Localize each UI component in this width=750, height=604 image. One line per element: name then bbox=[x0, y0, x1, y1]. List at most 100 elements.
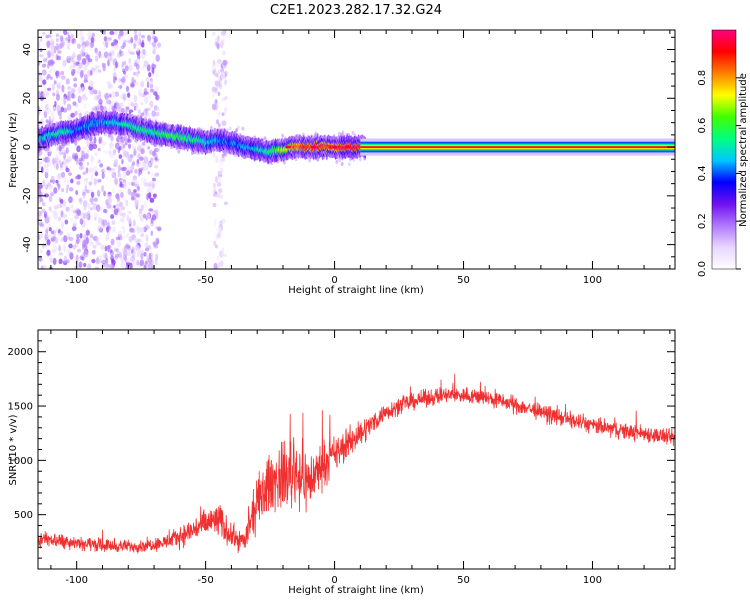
spectrogram-noise-cell bbox=[85, 167, 89, 174]
spectrogram-noise-cell bbox=[38, 261, 41, 268]
spectrogram-noise-cell bbox=[125, 85, 130, 93]
snr-x-tick-label: 100 bbox=[583, 575, 602, 586]
spectrogram-noise-cell bbox=[81, 150, 86, 156]
spectrogram-noise-cell bbox=[91, 107, 95, 112]
spectrogram-noise-cell bbox=[115, 203, 120, 208]
spectrogram-noise-cell bbox=[102, 63, 106, 72]
spectrogram-noise-cell bbox=[66, 57, 71, 63]
spectrogram-noise-cell bbox=[74, 260, 78, 265]
spectrogram-noise-cell bbox=[94, 55, 99, 62]
spectrogram-noise-cell bbox=[102, 190, 106, 196]
spectrogram-noise-cell bbox=[127, 100, 132, 107]
spectrogram-noise-cell bbox=[76, 233, 80, 239]
spectrogram-noise-cell bbox=[52, 249, 56, 253]
spectrogram-noise-cell bbox=[59, 147, 62, 152]
spectrogram-noise-cell bbox=[75, 254, 79, 262]
spectrogram-noise-cell bbox=[46, 226, 49, 230]
spectrogram-noise-cell bbox=[125, 243, 129, 250]
spectrogram-noise-cell bbox=[88, 181, 93, 186]
spectrogram-noise-cell bbox=[155, 226, 159, 230]
spectrogram-noise-cell bbox=[53, 161, 58, 169]
spectrogram-noise-cell bbox=[94, 47, 99, 53]
spectrogram-noise-cell bbox=[59, 166, 64, 172]
spectrogram-noise-cell bbox=[98, 136, 103, 144]
spectrogram-noise-cell bbox=[47, 59, 52, 66]
spectrogram-noise-cell bbox=[149, 259, 154, 267]
spectrogram-noise-cell bbox=[142, 141, 146, 146]
spectrogram-noise-cell bbox=[47, 87, 52, 91]
spectrogram-peak bbox=[285, 145, 292, 149]
spectrogram-noise-cell bbox=[138, 247, 142, 254]
spectrogram-noise-cell bbox=[308, 158, 312, 163]
snr-y-axis: 500 1000 1500 2000 bbox=[8, 329, 675, 570]
spectrogram-noise-cell bbox=[128, 109, 134, 113]
spectrogram-noise-cell bbox=[155, 237, 160, 245]
spectrogram-noise-cell bbox=[121, 92, 126, 100]
spectrogram-noise-cell bbox=[85, 40, 89, 48]
spectrogram-noise-cell bbox=[38, 233, 41, 241]
spectrogram-noise-cell bbox=[52, 257, 57, 266]
spectrogram-noise-cell bbox=[65, 187, 69, 194]
spectrogram-noise-cell bbox=[128, 64, 133, 72]
spectrogram-noise-cell bbox=[107, 83, 113, 89]
spectrogram-noise-cell bbox=[39, 223, 44, 227]
spectrogram-noise-cell bbox=[45, 184, 49, 190]
spectrogram-noise-cell bbox=[75, 158, 79, 166]
spectrogram-noise-cell bbox=[69, 55, 75, 60]
spectrogram-noise-cell bbox=[121, 78, 125, 86]
spectrogram-noise-cell bbox=[235, 128, 238, 133]
spectrogram-noise-cell bbox=[68, 243, 73, 249]
spectrogram-noise-cell bbox=[126, 39, 130, 43]
spectrogram-noise-cell bbox=[99, 30, 104, 33]
spectrogram-noise-cell bbox=[109, 249, 113, 254]
spectrogram-x-tick-label: 0 bbox=[331, 275, 337, 286]
spectrogram-noise-cell bbox=[66, 43, 71, 51]
spectrogram-noise-cell bbox=[58, 151, 64, 156]
spectrogram-noise-cell bbox=[148, 208, 154, 212]
spectrogram-noise-cell bbox=[127, 143, 132, 149]
spectrogram-noise-cell bbox=[67, 91, 71, 97]
spectrogram-noise-cell bbox=[46, 239, 51, 246]
spectrogram-noise-cell bbox=[94, 216, 97, 221]
spectrogram-noise-cell bbox=[52, 104, 56, 110]
spectrogram-noise-cell bbox=[38, 195, 42, 203]
spectrogram-noise-cell bbox=[139, 156, 144, 161]
spectrogram-noise-cell bbox=[217, 59, 222, 64]
spectrogram-noise-cell bbox=[120, 216, 125, 222]
spectrogram-noise-cell bbox=[219, 41, 224, 47]
spectrogram-noise-cell bbox=[236, 125, 240, 130]
colorbar: 0.0 0.2 0.4 0.6 0.8 Normalized spectral ampl… bbox=[697, 29, 749, 277]
spectrogram-noise-cell bbox=[144, 242, 149, 249]
spectrogram-noise-cell bbox=[52, 117, 55, 121]
spectrogram-noise-cell bbox=[41, 166, 44, 174]
spectrogram-noise-cell bbox=[131, 161, 136, 166]
spectrogram-noise-cell bbox=[93, 136, 97, 144]
spectrogram-noise-cell bbox=[77, 174, 81, 180]
spectrogram-noise-cell bbox=[112, 226, 116, 233]
spectrogram-noise-cell bbox=[106, 98, 110, 105]
spectrogram-noise-cell bbox=[222, 59, 228, 66]
spectrogram-noise-cell bbox=[86, 161, 90, 166]
spectrogram-noise-cell bbox=[214, 238, 219, 242]
spectrogram-noise-cell bbox=[60, 106, 64, 113]
spectrogram-noise-cell bbox=[38, 212, 41, 217]
spectrogram-noise-cell bbox=[143, 200, 148, 209]
spectrogram-noise-cell bbox=[154, 157, 159, 162]
spectrogram-noise-cell bbox=[141, 48, 146, 54]
spectrogram-noise-cell bbox=[68, 196, 73, 204]
spectrogram-noise-cell bbox=[96, 98, 102, 103]
spectrogram-noise-cell bbox=[341, 130, 345, 135]
spectrogram-noise-cell bbox=[218, 222, 222, 226]
spectrogram-noise-cell bbox=[70, 35, 73, 44]
spectrogram-noise-cell bbox=[93, 212, 98, 219]
spectrogram-noise-cell bbox=[93, 165, 98, 174]
spectrogram-noise-cell bbox=[153, 36, 158, 43]
spectrogram-noise-cell bbox=[125, 170, 131, 176]
spectrogram-noise-cell bbox=[143, 60, 149, 68]
spectrogram-noise-cell bbox=[153, 154, 159, 161]
spectrogram-noise-cell bbox=[97, 217, 102, 225]
spectrogram-noise-cell bbox=[148, 40, 153, 45]
spectrogram-noise-cell bbox=[83, 153, 89, 160]
spectrogram-noise-cell bbox=[133, 34, 139, 41]
